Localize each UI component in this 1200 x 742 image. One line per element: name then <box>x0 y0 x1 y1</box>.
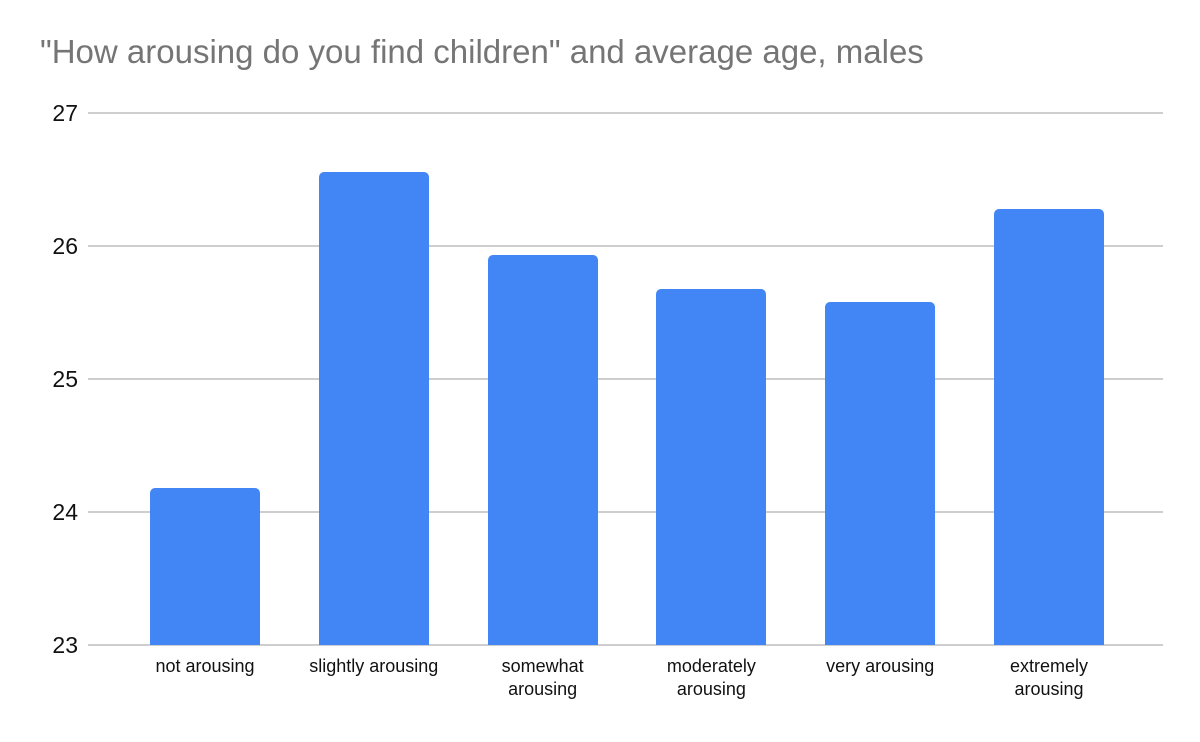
y-tick-label: 27 <box>52 100 78 126</box>
x-tick-label: somewhat arousing <box>501 656 584 699</box>
x-tick-label: extremely arousing <box>1009 656 1089 699</box>
gridline <box>88 378 1163 380</box>
gridline <box>88 511 1163 513</box>
bar-very-arousing[interactable] <box>825 301 936 645</box>
x-tick-label: moderately arousing <box>666 656 756 699</box>
y-tick-label: 24 <box>52 499 78 525</box>
bar-moderately-arousing[interactable] <box>656 288 767 645</box>
gridline <box>88 245 1163 247</box>
gridline <box>88 644 1163 646</box>
y-tick-label: 25 <box>52 366 78 392</box>
x-tick-label: slightly arousing <box>309 656 439 676</box>
bar-not-arousing[interactable] <box>150 488 260 645</box>
bar-extremely-arousing[interactable] <box>994 208 1104 645</box>
x-tick-label: not arousing <box>155 656 255 676</box>
gridline <box>88 112 1163 114</box>
bar-somewhat-arousing[interactable] <box>487 255 598 645</box>
y-tick-label: 26 <box>52 233 78 259</box>
chart-title: "How arousing do you find children" and … <box>40 33 924 70</box>
x-tick-label: very arousing <box>826 656 935 676</box>
bar-slightly-arousing[interactable] <box>318 171 429 645</box>
y-tick-label: 23 <box>52 632 78 658</box>
